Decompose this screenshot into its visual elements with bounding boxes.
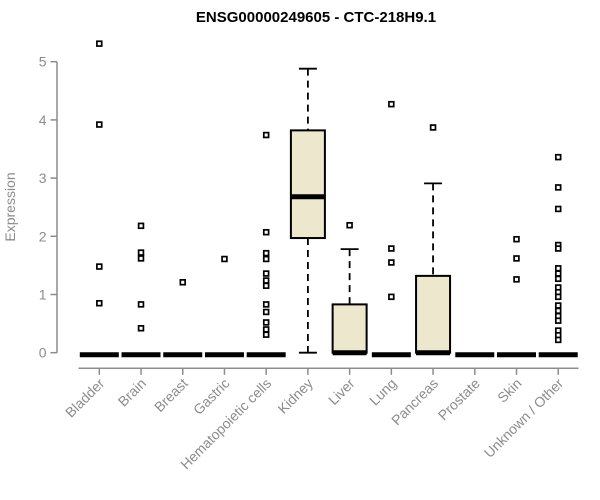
outlier-point	[179, 279, 186, 286]
outlier-point	[554, 307, 562, 315]
outlier-point	[513, 276, 520, 283]
chart-title: ENSG00000249605 - CTC-218H9.1	[196, 9, 436, 26]
outlier-point	[137, 249, 145, 256]
y-tick-label: 0	[39, 345, 47, 361]
y-tick-label: 2	[39, 228, 47, 244]
x-category-label: Brain	[115, 375, 149, 409]
outlier-point	[262, 270, 270, 277]
outlier-point	[554, 302, 562, 309]
outlier-point	[262, 326, 270, 333]
outlier-point	[554, 336, 562, 344]
outlier-point	[554, 205, 562, 213]
outlier-point	[554, 153, 562, 161]
outlier-point	[388, 245, 395, 252]
outlier-point	[262, 228, 270, 236]
outlier-point	[262, 131, 270, 139]
box	[415, 274, 452, 354]
outlier-point	[554, 265, 562, 272]
outlier-point	[346, 221, 353, 229]
x-category-label: Unknown / Other	[481, 375, 567, 461]
y-axis-title: Expression	[2, 172, 18, 241]
outlier-point	[137, 255, 145, 262]
outlier-point	[96, 299, 103, 307]
outlier-point	[554, 275, 562, 283]
outlier-point	[262, 331, 270, 338]
outlier-point	[137, 325, 145, 332]
y-tick-label: 4	[39, 112, 47, 128]
outlier-point	[262, 319, 270, 326]
outlier-point	[262, 308, 270, 316]
outlier-point	[388, 100, 395, 108]
outlier-point	[96, 121, 103, 128]
y-tick-label: 5	[39, 54, 47, 70]
outlier-point	[137, 222, 145, 230]
outlier-point	[554, 245, 562, 252]
outlier-point	[221, 255, 228, 263]
outlier-point	[388, 259, 395, 266]
y-tick-label: 1	[39, 287, 47, 303]
outlier-point	[262, 255, 270, 263]
x-category-label: Kidney	[274, 375, 316, 417]
outlier-point	[137, 301, 145, 308]
outlier-point	[262, 277, 270, 284]
outlier-point	[513, 255, 520, 262]
outlier-point	[96, 40, 103, 47]
x-category-label: Breast	[151, 375, 191, 415]
box	[289, 129, 326, 240]
outlier-point	[554, 293, 562, 301]
outlier-point	[262, 249, 270, 257]
outlier-point	[429, 124, 437, 131]
box	[331, 303, 368, 354]
x-category-label: Prostate	[435, 375, 483, 423]
outlier-point	[554, 270, 562, 277]
outlier-point	[554, 184, 562, 191]
outlier-point	[262, 282, 270, 290]
outlier-point	[554, 317, 562, 324]
x-category-label: Liver	[325, 375, 358, 408]
x-category-label: Skin	[494, 375, 525, 406]
x-category-label: Lung	[366, 375, 399, 408]
y-tick-label: 3	[39, 170, 47, 186]
outlier-point	[262, 301, 270, 308]
outlier-point	[96, 263, 103, 270]
outlier-point	[513, 235, 520, 243]
x-category-label: Bladder	[62, 375, 108, 421]
outlier-point	[388, 293, 395, 301]
